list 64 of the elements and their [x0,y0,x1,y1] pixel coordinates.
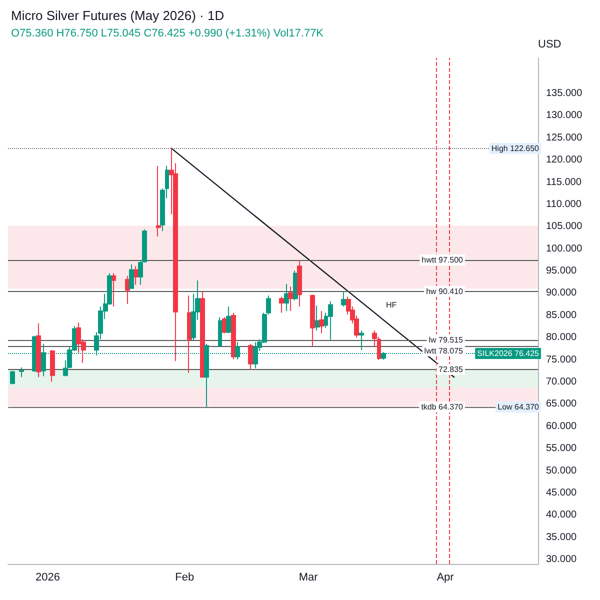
candlestick [200,290,205,378]
candlestick [310,294,315,347]
candlestick [328,300,333,340]
y-tick-label: 135.000 [546,88,583,100]
y-tick-label: 105.000 [546,221,583,232]
y-tick-label: 30.000 [546,554,578,566]
candlestick [319,310,324,334]
candlestick [156,165,161,237]
y-tick-label: 55.000 [546,443,578,454]
candlestick [36,322,41,378]
y-tick-label: 95.000 [546,266,578,277]
candlestick [341,290,346,308]
candlestick [50,350,55,382]
y-tick-label: 45.000 [546,487,578,498]
y-tick-label: 100.000 [546,243,583,254]
ref-line-label: lw 79.515 [428,335,464,344]
ref-line-label: High 122.650 [491,144,540,153]
candlestick [315,305,320,332]
candlestick [129,264,134,290]
candlestick [284,283,289,312]
chart-title: Micro Silver Futures (May 2026) · 1D [11,8,224,23]
y-tick-label: 35.000 [546,532,578,543]
y-tick-label: 40.000 [546,510,578,521]
ref-line-label: hw 90.410 [426,286,464,296]
candlestick [359,330,364,351]
chart-subtitle: O75.360 H76.750 L75.045 C76.425 +0.990 (+1.31%) Vol17.77K [11,28,324,40]
y-tick-label: 50.000 [546,465,578,476]
candlestick [187,294,192,374]
candlestick [10,370,15,385]
candlestick [248,343,253,371]
x-tick-label: 2026 [36,572,60,584]
x-tick-label: Apr [436,572,454,584]
candlestick [112,272,116,308]
y-tick-label: 60.000 [546,420,578,432]
ref-line-label: hwtt 97.500 [422,255,464,264]
ref-line-label: SILK2026 76.425 [477,349,540,358]
candlestick [19,366,24,378]
candlestick [134,266,139,286]
annotation: HF [386,300,397,310]
y-axis-title: USD [538,38,562,50]
y-tick-label: 110.000 [546,198,582,210]
candlestick [218,316,222,348]
ref-line-label: 72.835 [438,364,464,374]
y-tick-label: 65.000 [546,398,578,410]
candlestick [279,296,284,314]
y-tick-label: 125.000 [546,132,583,144]
x-tick-label: Feb [175,572,194,584]
y-tick-label: 115.000 [546,176,582,188]
y-tick-label: 85.000 [546,310,578,321]
x-tick-label: Mar [298,572,318,584]
ref-line-label: lwtt 78.075 [424,346,464,356]
candlestick [226,306,231,334]
y-tick-label: 70.000 [546,376,578,388]
candlestick [231,312,236,360]
y-tick-label: 130.000 [546,110,583,122]
y-tick-label: 120.000 [546,154,583,166]
y-tick-label: 90.000 [546,288,578,299]
candlestick [297,259,302,308]
candlestick [125,275,130,304]
ref-line-label: tkdb 64.370 [421,402,464,412]
y-tick-label: 75.000 [546,354,578,366]
y-tick-label: 80.000 [546,332,578,344]
candlestick [288,286,293,312]
ref-line-label: Low 64.370 [498,402,540,412]
